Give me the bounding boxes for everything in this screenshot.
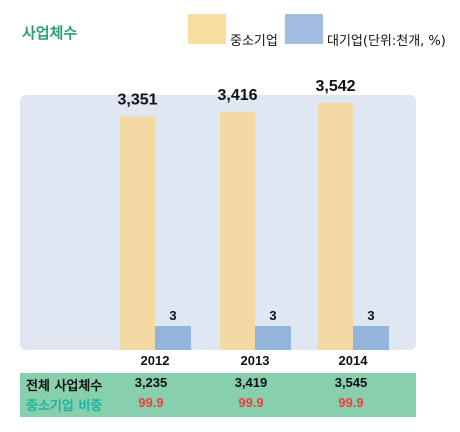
data-label-large-2014: 3 — [367, 308, 374, 323]
sme-share-label: 중소기업 비중 — [26, 399, 103, 414]
total-count-2012: 3,235 — [134, 375, 168, 390]
legend-label-sme: 중소기업 — [230, 34, 278, 49]
total-count-label: 전체 사업체수 — [26, 379, 103, 394]
data-label-sme-2013: 3,416 — [217, 87, 257, 104]
sme-share-2014: 99.9 — [338, 395, 364, 410]
legend-swatch-sme — [188, 14, 226, 44]
legend-label-large: 대기업(단위:천개, %) — [327, 34, 446, 49]
bar-sme-2014 — [318, 103, 353, 350]
total-count-2014: 3,545 — [334, 375, 368, 390]
data-label-large-2013: 3 — [269, 308, 276, 323]
data-label-large-2012: 3 — [169, 308, 176, 323]
bar-large-2014 — [353, 326, 389, 350]
bar-large-2012 — [155, 326, 191, 350]
sme-share-2012: 99.9 — [138, 395, 164, 410]
x-tick-2014: 2014 — [339, 353, 369, 368]
x-tick-2012: 2012 — [141, 353, 170, 368]
data-label-sme-2012: 3,351 — [117, 91, 157, 108]
bar-large-2013 — [255, 326, 291, 350]
bar-chart: 3,351 3 2012 3,416 3 2013 3,542 3 2014 — [117, 78, 389, 368]
summary-table: 전체 사업체수 3,235 3,419 3,545 중소기업 비중 99.9 9… — [20, 373, 416, 417]
data-label-sme-2014: 3,542 — [315, 78, 355, 95]
legend-swatch-large — [285, 14, 323, 44]
bar-sme-2013 — [220, 111, 255, 350]
sme-share-2013: 99.9 — [238, 395, 264, 410]
bar-sme-2012 — [120, 116, 155, 351]
x-tick-2013: 2013 — [241, 353, 270, 368]
total-count-2013: 3,419 — [234, 375, 268, 390]
chart-title: 사업체수 — [22, 24, 78, 42]
